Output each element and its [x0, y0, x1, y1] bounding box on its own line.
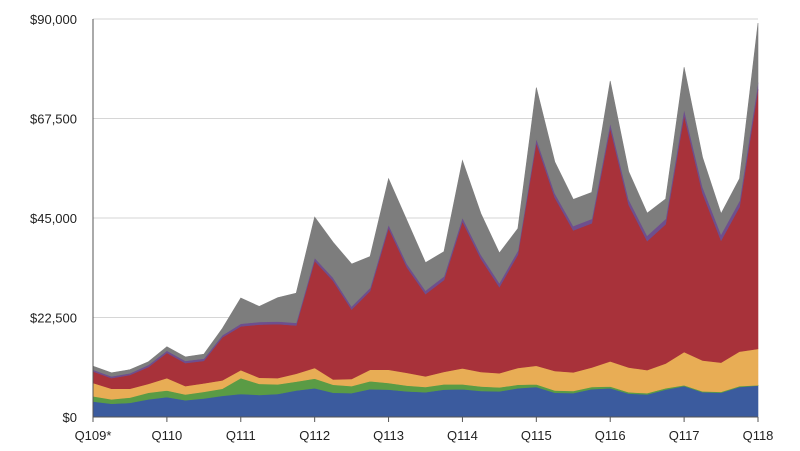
area-series-4 — [92, 89, 759, 389]
x-tick-label: Q110 — [151, 428, 182, 443]
area-series-group — [92, 22, 759, 418]
y-tick-label: $45,000 — [30, 211, 77, 226]
x-tick-label: Q116 — [595, 428, 626, 443]
x-tick-label: Q112 — [299, 428, 330, 443]
x-tick-label: Q111 — [226, 428, 256, 443]
y-tick-label: $67,500 — [30, 112, 77, 127]
y-tick-label: $90,000 — [30, 12, 77, 27]
area-series-6 — [92, 22, 759, 377]
x-tick-label: Q115 — [521, 428, 552, 443]
axes: $0 $22,500 $45,000 $67,500 $90,000 Q109* Q110 Q… — [30, 12, 773, 443]
x-tick-label: Q117 — [669, 428, 700, 443]
x-tick-label: Q109* — [75, 428, 112, 443]
y-tick-label: $22,500 — [30, 311, 77, 326]
y-tick-label: $0 — [63, 410, 77, 425]
x-tick-label: Q113 — [373, 428, 404, 443]
x-tick-label: Q118 — [743, 428, 774, 443]
x-tick-label: Q114 — [447, 428, 478, 443]
